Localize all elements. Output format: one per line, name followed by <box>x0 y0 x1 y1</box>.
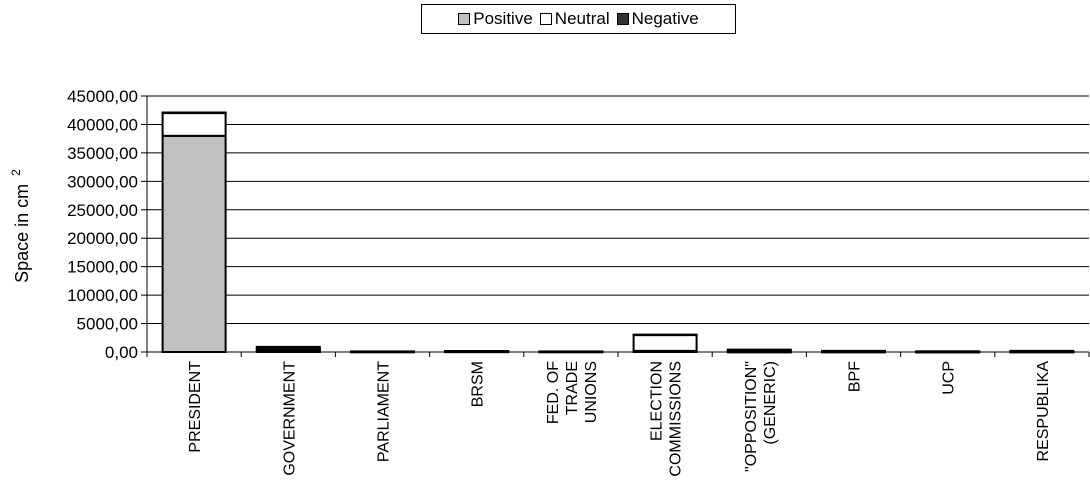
bar-negative-7 <box>821 349 886 353</box>
y-tick-label: 35000,00 <box>67 144 138 163</box>
legend-swatch-negative <box>616 13 629 25</box>
bars <box>161 111 1075 354</box>
bar-negative-1 <box>255 345 321 351</box>
x-tick-label-line: UCP <box>941 361 958 395</box>
y-tick-label: 5000,00 <box>77 315 138 334</box>
y-tick-label: 0,00 <box>105 343 138 362</box>
axes <box>146 96 1090 357</box>
y-tick-label: 15000,00 <box>67 258 138 277</box>
x-tick-label: BPF <box>847 361 864 392</box>
bar-negative-2 <box>350 350 415 353</box>
x-tick-label-line: BRSM <box>470 361 487 407</box>
y-tick-label: 30000,00 <box>67 172 138 191</box>
x-tick-label: RESPUBLIKA <box>1035 361 1052 462</box>
x-tick-label: PRESIDENT <box>187 361 204 453</box>
x-tick-label-line: RESPUBLIKA <box>1035 361 1052 462</box>
x-tick-label: FED. OF TRADE UNIONS <box>545 361 600 424</box>
bar-negative-8 <box>915 350 981 353</box>
legend-swatch-positive <box>458 13 471 25</box>
legend-swatch-neutral <box>539 13 552 25</box>
y-tick-label: 20000,00 <box>67 229 138 248</box>
bar-positive-0 <box>161 134 227 353</box>
x-tick-label-line: PRESIDENT <box>187 361 204 453</box>
x-tick-label-line: COMMISSIONS <box>668 361 685 477</box>
bar-negative-0 <box>161 111 227 115</box>
x-tick-label: BRSM <box>470 361 487 407</box>
bar-neutral-0 <box>161 112 227 137</box>
legend-item-positive: Positive <box>458 9 533 29</box>
y-tick-label: 45000,00 <box>67 87 138 106</box>
y-tick-labels: 0,00 5000,00 10000,00 15000,00 20000,00 25000… <box>67 87 138 362</box>
x-tick-label: GOVERNMENT <box>281 361 298 476</box>
x-tick-label-line: PARLIAMENT <box>376 361 393 462</box>
y-axis-label-text: Space in cm <box>12 184 32 283</box>
x-tick-label: PARLIAMENT <box>376 361 393 462</box>
x-tick-label-line: "OPPOSITION" <box>743 361 760 472</box>
x-tick-label-line: ELECTION <box>649 361 666 441</box>
legend-label-negative: Negative <box>631 9 699 28</box>
bar-neutral-5 <box>632 333 698 352</box>
legend-item-neutral: Neutral <box>539 9 610 29</box>
x-tick-label-line: TRADE <box>564 361 581 415</box>
y-axis-label: Space in cm 2 <box>9 169 32 283</box>
x-tick-label-line: (GENERIC) <box>762 361 779 445</box>
bar-negative-6 <box>726 348 792 353</box>
y-axis-label-superscript: 2 <box>9 169 23 176</box>
x-tick-label: ELECTION COMMISSIONS <box>649 361 685 477</box>
bar-negative-9 <box>1009 349 1075 353</box>
grid-lines <box>141 95 1089 353</box>
legend-item-negative: Negative <box>616 9 699 29</box>
y-tick-label: 25000,00 <box>67 201 138 220</box>
bar-negative-4 <box>538 350 604 353</box>
bar-negative-5 <box>632 333 698 337</box>
y-tick-label: 10000,00 <box>67 286 138 305</box>
x-tick-label: UCP <box>941 361 958 395</box>
legend: Positive Neutral Negative <box>421 4 736 34</box>
x-tick-label: "OPPOSITION" (GENERIC) <box>743 361 779 472</box>
legend-label-neutral: Neutral <box>554 9 610 28</box>
x-tick-label-line: UNIONS <box>583 361 600 423</box>
legend-label-positive: Positive <box>473 9 533 28</box>
bar-negative-3 <box>444 349 510 353</box>
x-tick-label-line: GOVERNMENT <box>281 361 298 476</box>
y-tick-label: 40000,00 <box>67 115 138 134</box>
x-tick-label-line: FED. OF <box>545 361 562 424</box>
x-tick-label-line: BPF <box>847 361 864 392</box>
x-tick-labels: PRESIDENT GOVERNMENT PARLIAMENT BRSM FED. OF… <box>187 361 1052 477</box>
